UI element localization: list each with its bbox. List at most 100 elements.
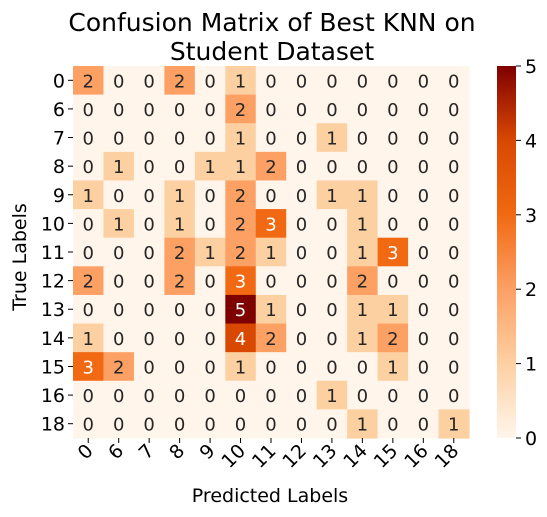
heatmap-cell <box>103 409 135 439</box>
cell-value-label: 0 <box>235 415 246 436</box>
cell-value-label: 0 <box>326 243 337 264</box>
heatmap-cell <box>408 352 440 382</box>
x-axis-label: Predicted Labels <box>192 485 348 507</box>
heatmap-cell <box>347 352 379 382</box>
heatmap-cell <box>103 266 135 296</box>
heatmap-cell <box>194 352 226 382</box>
cell-value-label: 0 <box>296 243 307 264</box>
heatmap-cell <box>164 294 196 325</box>
cell-value-label: 0 <box>448 100 459 121</box>
cell-value-label: 2 <box>83 272 94 293</box>
x-tick-label: 12 <box>278 440 311 473</box>
heatmap-cell <box>225 94 257 124</box>
heatmap-cell <box>103 294 135 325</box>
heatmap-cell <box>316 323 348 353</box>
colorbar <box>497 66 516 438</box>
cell-value-label: 0 <box>448 186 459 207</box>
heatmap-cell <box>225 180 257 210</box>
heatmap-cell <box>194 409 226 439</box>
x-tick-label: 0 <box>74 440 98 464</box>
cell-value-label: 0 <box>143 214 154 235</box>
heatmap-cell <box>438 380 470 410</box>
heatmap-cell <box>347 123 379 153</box>
cell-value-label: 0 <box>357 157 368 178</box>
heatmap-cell <box>225 123 257 153</box>
colorbar-tick-label: 1 <box>525 354 537 376</box>
cell-value-label: 0 <box>143 71 154 92</box>
cell-value-label: 1 <box>357 243 368 264</box>
heatmap-cell <box>316 151 348 182</box>
cell-value-label: 1 <box>204 157 215 178</box>
cell-value-label: 0 <box>143 186 154 207</box>
heatmap-cell <box>286 180 318 210</box>
cell-value-label: 0 <box>265 71 276 92</box>
heatmap-cell <box>73 209 105 239</box>
cell-value-label: 3 <box>265 214 276 235</box>
cell-value-label: 0 <box>83 300 94 321</box>
heatmap-cell <box>133 294 165 325</box>
y-tick-label: 15 <box>41 356 65 378</box>
cell-value-label: 0 <box>387 186 398 207</box>
cell-value-label: 0 <box>448 243 459 264</box>
cell-value-label: 0 <box>387 100 398 121</box>
heatmap-cell <box>133 380 165 410</box>
cell-value-label: 1 <box>83 329 94 350</box>
cell-value-label: 1 <box>235 129 246 150</box>
x-tick-label: 8 <box>165 440 189 464</box>
cell-value-label: 0 <box>113 129 124 150</box>
cell-value-label: 1 <box>357 329 368 350</box>
cell-value-label: 0 <box>143 300 154 321</box>
heatmap-cell <box>103 123 135 153</box>
cell-value-label: 0 <box>296 100 307 121</box>
cell-value-label: 0 <box>265 186 276 207</box>
heatmap-cell <box>316 123 348 153</box>
heatmap-cell <box>73 123 105 153</box>
cell-value-label: 0 <box>113 272 124 293</box>
heatmap-cell <box>133 323 165 353</box>
heatmap-cell <box>286 123 318 153</box>
heatmap-cell <box>408 66 440 96</box>
heatmap-cell <box>194 266 226 296</box>
cell-value-label: 0 <box>418 214 429 235</box>
cell-value-label: 0 <box>326 272 337 293</box>
x-tick-label: 10 <box>217 440 250 473</box>
cell-value-label: 0 <box>296 415 307 436</box>
cell-value-label: 0 <box>113 329 124 350</box>
heatmap-cell <box>194 151 226 182</box>
heatmap-cell <box>255 352 287 382</box>
heatmap-cell <box>164 94 196 124</box>
heatmap-cell <box>255 294 287 325</box>
cell-value-label: 0 <box>174 386 185 407</box>
heatmap-cell <box>377 266 409 296</box>
cell-value-label: 0 <box>296 386 307 407</box>
heatmap-cell <box>347 66 379 96</box>
cell-value-label: 2 <box>174 272 185 293</box>
heatmap-cell <box>164 323 196 353</box>
heatmap-cell <box>377 409 409 439</box>
heatmap-cell <box>73 294 105 325</box>
cell-value-label: 1 <box>204 243 215 264</box>
cell-value-label: 0 <box>296 272 307 293</box>
cell-value-label: 0 <box>418 129 429 150</box>
cell-value-label: 0 <box>387 415 398 436</box>
heatmap-cell <box>347 409 379 439</box>
heatmap-cell <box>408 266 440 296</box>
heatmap-cell <box>408 323 440 353</box>
cell-value-label: 0 <box>448 386 459 407</box>
x-tick-label: 7 <box>135 440 159 464</box>
heatmap-cell <box>316 409 348 439</box>
heatmap-cell <box>194 66 226 96</box>
heatmap-cell <box>377 237 409 267</box>
heatmap-cell <box>133 180 165 210</box>
heatmap-cell <box>316 180 348 210</box>
cell-value-label: 3 <box>83 357 94 378</box>
cell-value-label: 0 <box>387 129 398 150</box>
heatmap-cell <box>133 409 165 439</box>
cell-value-label: 0 <box>174 329 185 350</box>
cell-value-label: 0 <box>448 272 459 293</box>
heatmap-cell <box>133 266 165 296</box>
cell-value-label: 1 <box>448 415 459 436</box>
cell-value-label: 0 <box>204 300 215 321</box>
cell-value-label: 1 <box>326 186 337 207</box>
